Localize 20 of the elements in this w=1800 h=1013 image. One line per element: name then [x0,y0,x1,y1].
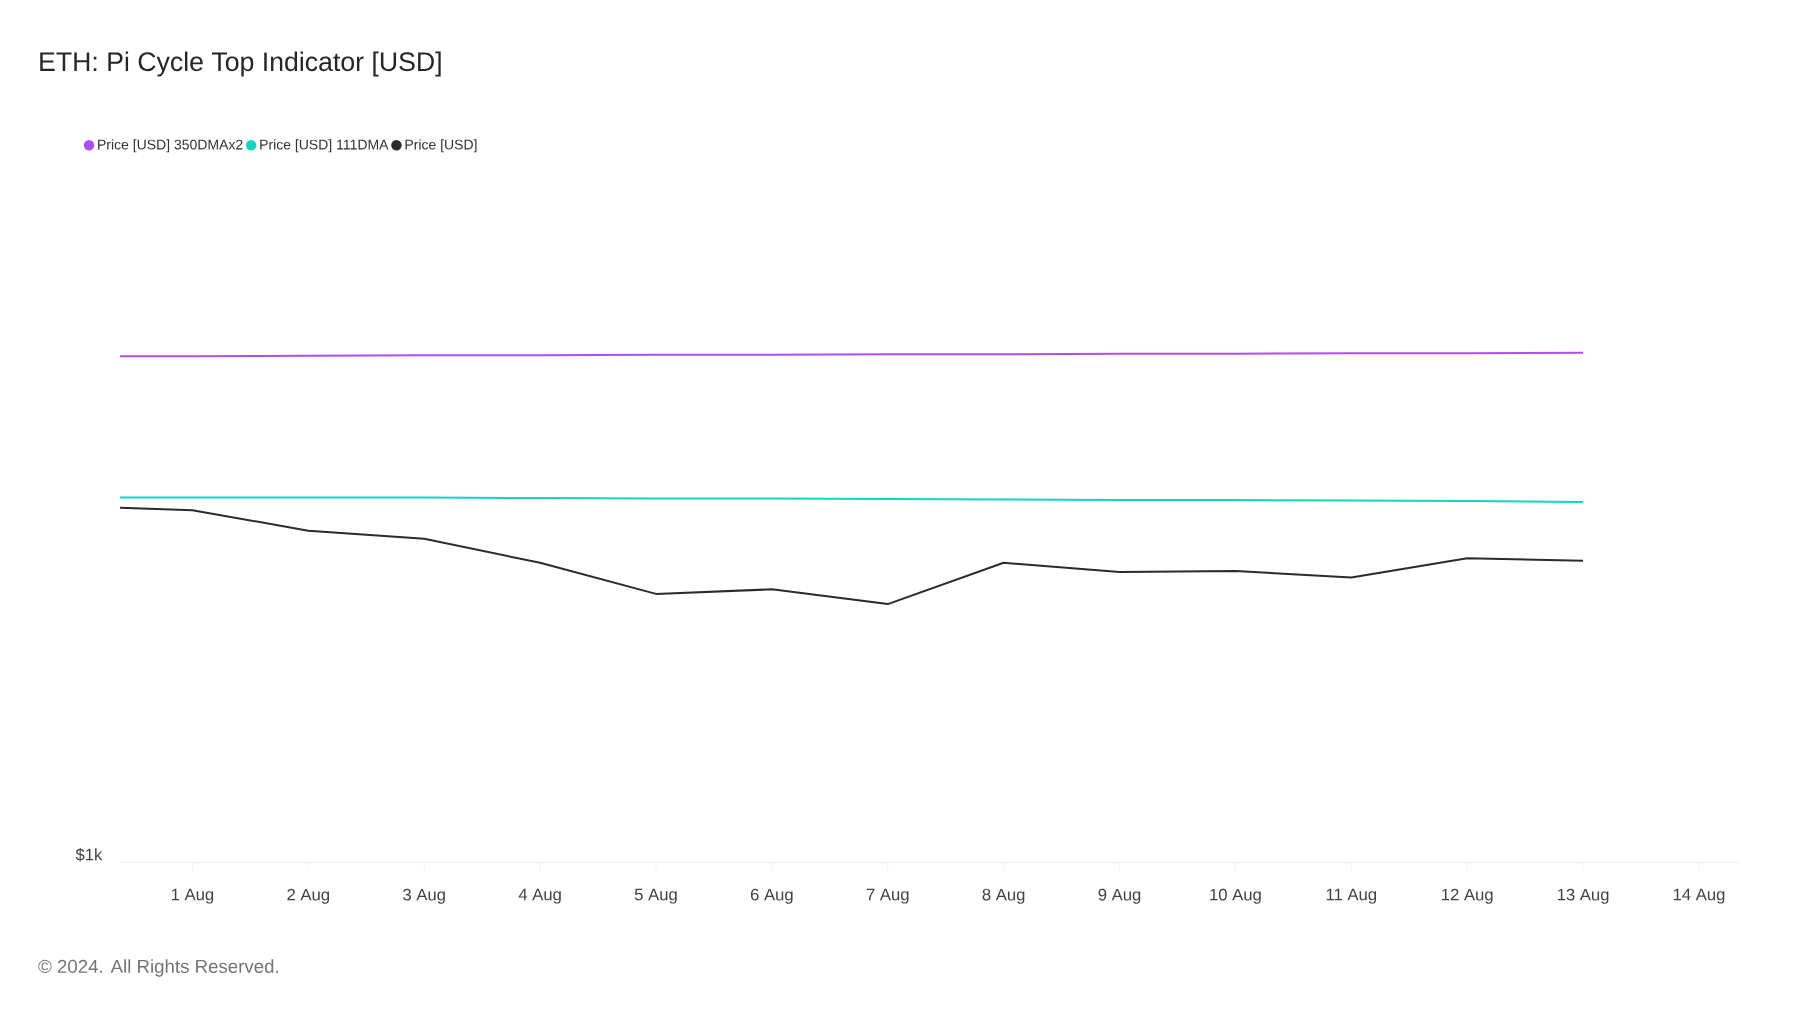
x-tick-label: 1 Aug [171,888,214,904]
x-tick-label: 10 Aug [1210,888,1261,904]
x-tick-label: 7 Aug [866,888,909,904]
x-tick-label: 5 Aug [634,888,677,904]
legend-label: Price [USD] [405,139,477,153]
x-tick-label: 3 Aug [403,888,445,904]
x-tick-label: 13 Aug [1557,888,1609,904]
x-tick-label: 2 Aug [287,888,330,904]
x-tick-label: 11 Aug [1326,888,1377,904]
x-tick-label: 4 Aug [518,888,561,904]
chart-title: ETH: Pi Cycle Top Indicator [USD] [40,51,441,77]
x-tick-label: 9 Aug [1098,888,1141,904]
x-tick-label: 12 Aug [1442,888,1493,904]
text: © 2024. All Rights Reserved. [38,959,278,977]
legend-label: Price [USD] 350DMAx2 [98,139,243,153]
x-tick-label: 14 Aug [1673,888,1725,904]
x-tick-label: 8 Aug [982,888,1025,904]
legend-label: Price [USD] 111DMA [260,139,389,153]
x-tick-label: 6 Aug [750,888,793,904]
text: $1k [75,847,103,862]
